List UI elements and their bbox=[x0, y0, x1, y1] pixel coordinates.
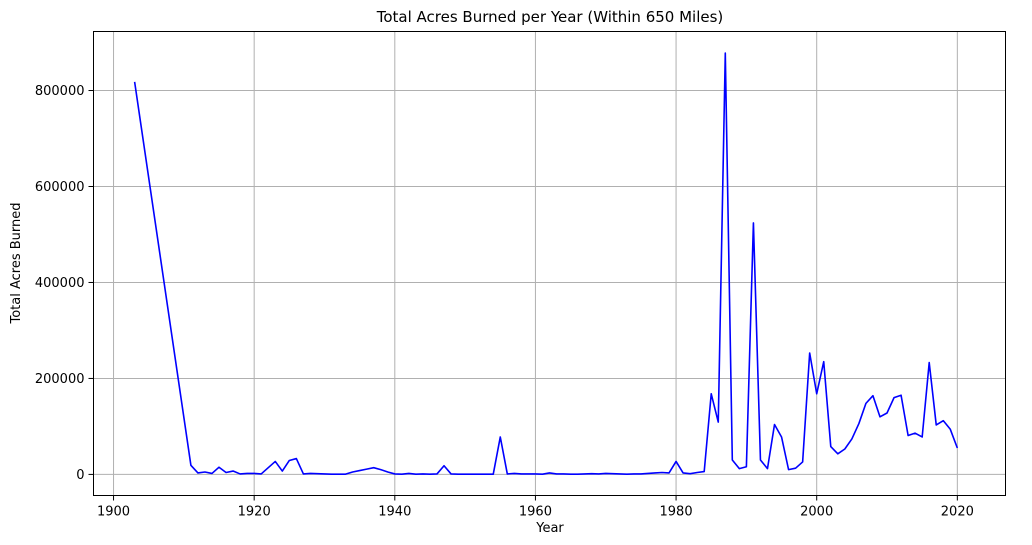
grid bbox=[93, 31, 1006, 496]
plot-frame bbox=[93, 31, 1006, 496]
chart-title: Total Acres Burned per Year (Within 650 … bbox=[376, 8, 724, 26]
y-tick-label: 800000 bbox=[35, 84, 85, 99]
y-tick-label: 0 bbox=[76, 468, 84, 483]
series-layer bbox=[133, 52, 959, 475]
y-tick-label: 600000 bbox=[35, 180, 85, 195]
x-tick-label: 1940 bbox=[378, 505, 411, 520]
x-axis-label: Year bbox=[535, 521, 564, 536]
x-tick-label: 2000 bbox=[800, 505, 833, 520]
x-tick-label: 2020 bbox=[941, 505, 974, 520]
y-tick-label: 200000 bbox=[35, 372, 85, 387]
x-tick-label: 1900 bbox=[97, 505, 130, 520]
x-tick-label: 1920 bbox=[238, 505, 271, 520]
x-tick-label: 1960 bbox=[519, 505, 552, 520]
x-axis: 1900 1920 1940 1960 1980 2000 2020 bbox=[97, 495, 974, 520]
series-line bbox=[133, 52, 959, 475]
y-axis: 0 200000 400000 600000 800000 bbox=[35, 84, 94, 483]
y-tick-label: 400000 bbox=[35, 276, 85, 291]
x-tick-label: 1980 bbox=[660, 505, 693, 520]
y-axis-label: Total Acres Burned bbox=[9, 202, 24, 324]
